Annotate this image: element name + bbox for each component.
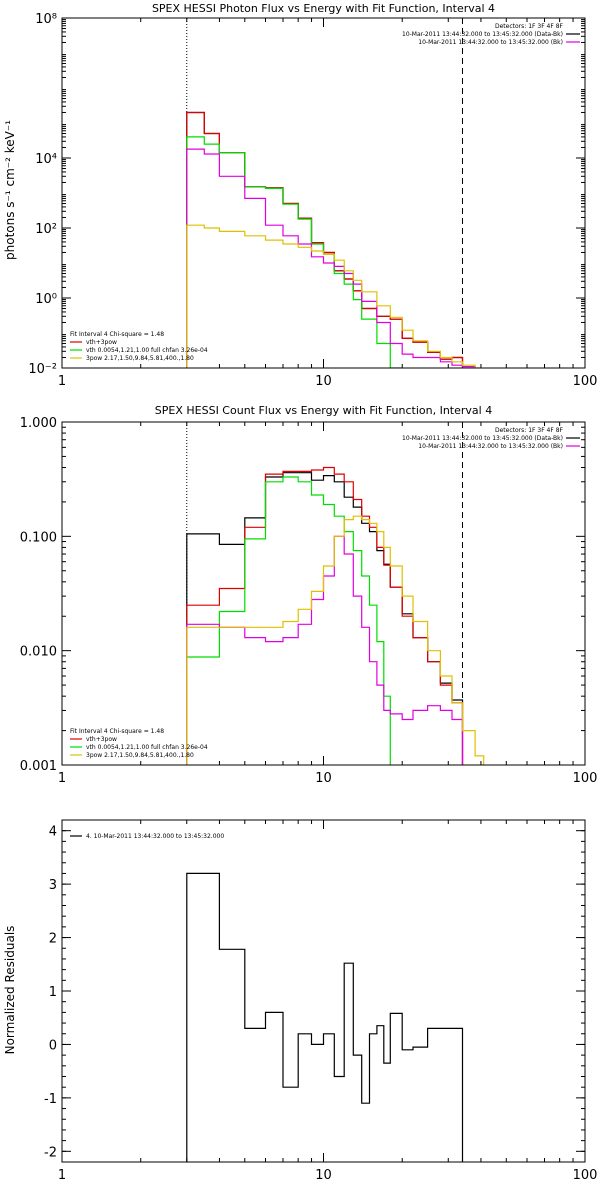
y-tick-label: 0.001	[20, 759, 57, 774]
series-line-3	[186, 535, 464, 765]
x-tick-label: 1	[58, 374, 66, 389]
y-tick-label: 10²	[35, 222, 57, 237]
legend-entry: 3pow 2.17,1.50,9.84,5.81,400.,1.80	[86, 355, 194, 362]
legend-entry: 10-Mar-2011 13:44:32.000 to 13:45:32.000…	[418, 39, 563, 46]
legend-entry: vth+3pow	[86, 339, 117, 346]
y-tick-label: 0.010	[20, 645, 57, 660]
legend-entry: Fit Interval 4 Chi-square = 1.48	[70, 331, 164, 338]
y-axis-label: Normalized Residuals	[3, 926, 17, 1055]
residuals-panel: Normalized Residuals 1 10 100 -2 -1 0 1 2 3 4 4. 10…	[3, 819, 598, 1183]
x-tick-label: 1	[58, 771, 66, 786]
y-tick-label: -1	[44, 1092, 57, 1107]
y-tick-label: 10⁸	[35, 12, 57, 27]
x-tick-label: 10	[315, 374, 332, 389]
series-line-0	[186, 111, 464, 368]
y-axis-label: photons s⁻¹ cm⁻² keV⁻¹	[3, 120, 17, 260]
series-line-0	[186, 472, 464, 765]
chart-title: SPEX HESSI Count Flux vs Energy with Fit…	[155, 404, 492, 417]
legend-entry: vth+3pow	[86, 736, 117, 743]
series-line-0	[186, 872, 464, 1162]
y-tick-label: 10⁻²	[28, 362, 57, 377]
legend-entry: Fit Interval 4 Chi-square = 1.48	[70, 728, 164, 735]
plot-frame	[61, 421, 586, 766]
y-tick-label: 1	[49, 985, 57, 1000]
y-tick-label: -2	[44, 1145, 57, 1160]
y-tick-label: 10⁰	[35, 292, 57, 307]
x-tick-label: 100	[573, 1168, 598, 1183]
legend-entry: vth 0.0054,1.21,1.00 full chfan 3.26e-04	[86, 744, 208, 751]
series-line-1	[186, 466, 464, 765]
series-line-4	[186, 515, 485, 765]
legend-entry: Detectors: 1F 3F 4F 8F	[495, 23, 564, 30]
legend-entry: 4. 10-Mar-2011 13:44:32.000 to 13:45:32.…	[86, 833, 224, 840]
x-tick-label: 10	[315, 1168, 332, 1183]
count-flux-panel: SPEX HESSI Count Flux vs Energy with Fit…	[20, 404, 598, 786]
y-tick-label: 3	[49, 878, 57, 893]
plot-frame	[61, 819, 586, 1163]
photon-flux-panel: SPEX HESSI Photon Flux vs Energy with Fi…	[3, 2, 597, 389]
x-tick-label: 1	[58, 1168, 66, 1183]
x-tick-label: 100	[573, 771, 598, 786]
legend-entry: 10-Mar-2011 13:44:32.000 to 13:45:32.000…	[418, 443, 563, 450]
y-tick-label: 0	[49, 1038, 57, 1053]
chart-title: SPEX HESSI Photon Flux vs Energy with Fi…	[152, 2, 495, 15]
legend-entry: Detectors: 1F 3F 4F 8F	[495, 427, 564, 434]
y-tick-label: 1.000	[20, 416, 57, 431]
y-tick-label: 10⁴	[35, 152, 57, 167]
series-line-1	[186, 111, 464, 368]
x-tick-label: 100	[573, 374, 598, 389]
y-tick-label: 0.100	[20, 530, 57, 545]
legend-entry: vth 0.0054,1.21,1.00 full chfan 3.26e-04	[86, 347, 208, 354]
x-tick-label: 10	[315, 771, 332, 786]
legend-entry: 10-Mar-2011 13:44:32.000 to 13:45:32.000…	[402, 31, 563, 38]
plot-frame	[61, 17, 586, 369]
series-line-3	[186, 148, 476, 368]
y-tick-label: 2	[49, 932, 57, 947]
legend-entry: 3pow 2.17,1.50,9.84,5.81,400.,1.80	[86, 752, 194, 759]
legend-entry: 10-Mar-2011 13:44:32.000 to 13:45:32.000…	[402, 435, 563, 442]
series-line-2	[186, 476, 391, 765]
series-line-4	[186, 224, 481, 368]
y-tick-label: 4	[49, 825, 57, 840]
